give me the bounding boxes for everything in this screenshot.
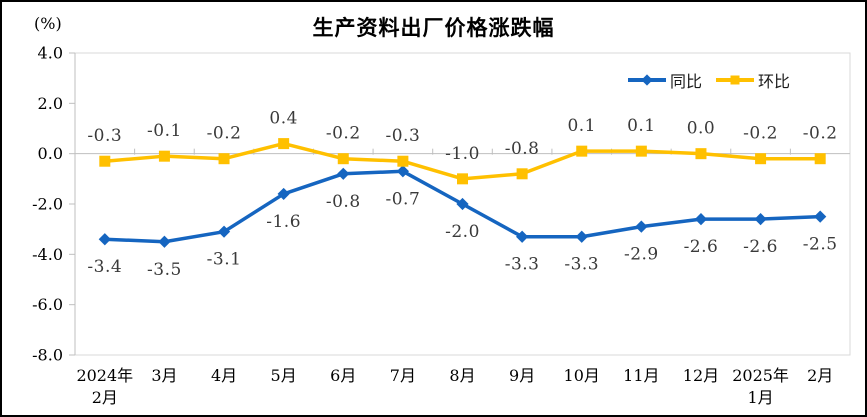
- data-label: -3.5: [147, 260, 182, 280]
- square-marker-icon: [814, 153, 826, 165]
- chart-title: 生产资料出厂价格涨跌幅: [312, 16, 555, 40]
- x-axis-label: 2025年: [732, 366, 789, 385]
- diamond-marker-icon: [396, 165, 409, 178]
- diamond-marker-icon: [814, 210, 827, 223]
- square-marker-icon: [516, 168, 528, 180]
- data-label: -2.9: [624, 245, 659, 265]
- data-label: -0.2: [207, 124, 242, 144]
- x-axis-label: 5月: [271, 366, 297, 385]
- data-label: -3.1: [207, 250, 242, 270]
- x-axis-label: 8月: [449, 366, 475, 385]
- data-label: 0.0: [687, 119, 716, 139]
- legend-label-mom: 环比: [758, 72, 791, 91]
- x-axis-label: 12月: [683, 366, 719, 385]
- diamond-marker-icon: [641, 74, 653, 86]
- y-tick-label: -8.0: [32, 346, 63, 365]
- x-axis-label: 11月: [623, 366, 659, 385]
- y-tick-label: 2.0: [38, 94, 63, 113]
- x-axis-label: 2024年: [76, 366, 133, 385]
- data-label: -0.1: [147, 121, 182, 141]
- square-marker-icon: [158, 150, 170, 162]
- diamond-marker-icon: [98, 233, 111, 246]
- x-axis-label: 7月: [390, 366, 416, 385]
- y-tick-label: 4.0: [38, 44, 63, 63]
- square-marker-icon: [337, 153, 349, 165]
- diamond-marker-icon: [694, 212, 708, 226]
- data-label: -0.8: [326, 192, 361, 212]
- y-tick-label: -6.0: [32, 295, 63, 314]
- y-tick-label: -4.0: [32, 245, 63, 264]
- data-label: -3.4: [87, 257, 122, 277]
- x-axis-label: 3月: [151, 366, 177, 385]
- data-label: -3.3: [505, 255, 540, 275]
- data-label: 0.4: [269, 109, 298, 129]
- y-axis-unit-label: (%): [34, 14, 62, 33]
- square-marker-icon: [397, 155, 409, 167]
- data-label: -0.2: [803, 124, 838, 144]
- y-tick-label: 0.0: [38, 144, 63, 163]
- data-label: -0.2: [326, 124, 361, 144]
- data-label: -2.6: [684, 237, 719, 257]
- diamond-marker-icon: [754, 212, 767, 226]
- x-axis-label: 10月: [564, 366, 600, 385]
- x-axis-label: 9月: [509, 366, 535, 385]
- x-axis-label: 2月: [807, 366, 833, 385]
- data-label: -0.3: [385, 126, 420, 146]
- mom-legend-line-icon: [716, 75, 755, 85]
- square-marker-icon: [695, 148, 707, 160]
- square-marker-icon: [99, 155, 111, 167]
- data-label: -0.7: [385, 189, 420, 209]
- data-label: -1.6: [266, 212, 301, 232]
- data-label: -1.0: [445, 144, 480, 164]
- square-marker-icon: [457, 173, 468, 185]
- diamond-marker-icon: [277, 187, 290, 201]
- yoy-legend-line-icon: [628, 74, 666, 86]
- x-axis-label: 1月: [747, 388, 773, 407]
- diamond-marker-icon: [635, 220, 648, 233]
- legend: 同比 环比: [628, 68, 790, 92]
- legend-item-yoy: 同比: [628, 68, 702, 92]
- y-tick-label: -2.0: [32, 195, 63, 214]
- legend-item-mom: 环比: [716, 68, 790, 92]
- square-marker-icon: [730, 75, 740, 85]
- x-axis-label: 6月: [330, 366, 356, 385]
- diamond-marker-icon: [337, 167, 350, 180]
- diamond-marker-icon: [456, 197, 469, 211]
- diamond-marker-icon: [575, 230, 588, 243]
- diamond-marker-icon: [516, 230, 529, 243]
- data-label: -0.8: [505, 139, 540, 159]
- data-label: 0.1: [627, 116, 656, 136]
- square-marker-icon: [278, 138, 290, 150]
- data-label: -3.3: [564, 255, 599, 275]
- square-marker-icon: [218, 153, 230, 165]
- data-label: -0.2: [743, 124, 778, 144]
- legend-label-yoy: 同比: [670, 72, 703, 91]
- square-marker-icon: [635, 145, 647, 157]
- x-axis-label: 2月: [92, 388, 118, 407]
- data-label: -0.3: [87, 126, 122, 146]
- diamond-marker-icon: [158, 235, 171, 248]
- data-label: -2.0: [445, 222, 480, 242]
- data-label: 0.1: [567, 116, 596, 136]
- square-marker-icon: [755, 153, 767, 165]
- data-label: -2.5: [803, 235, 838, 255]
- data-label: -2.6: [743, 237, 778, 257]
- square-marker-icon: [576, 145, 588, 157]
- x-axis-label: 4月: [211, 366, 237, 385]
